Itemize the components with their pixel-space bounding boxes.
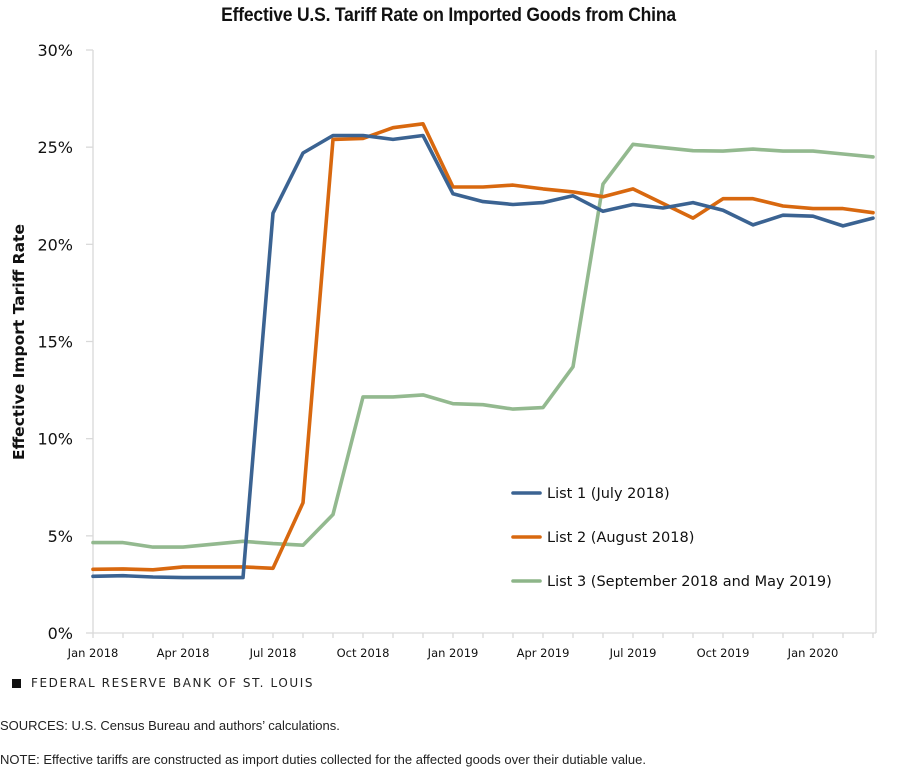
- series-line-list-3: [91, 142, 875, 549]
- x-tick-labels: Jan 2018 Apr 2018 Jul 2018 Oct 2018 Jan 2019…: [67, 646, 839, 660]
- brand-name: FEDERAL RESERVE BANK OF ST. LOUIS: [31, 676, 315, 690]
- chart-title: Effective U.S. Tariff Rate on Imported G…: [221, 5, 676, 26]
- y-tick-label: 10%: [37, 430, 73, 449]
- legend-label-list-3: List 3 (September 2018 and May 2019): [547, 574, 832, 590]
- brand-footer: FEDERAL RESERVE BANK OF ST. LOUIS: [12, 676, 314, 690]
- brand-square-icon: [12, 678, 21, 688]
- y-tick-labels: 0% 5% 10% 15% 20% 25% 30%: [37, 41, 73, 643]
- x-tick-label: Jan 2018: [67, 646, 119, 660]
- series-line-list-2: [91, 122, 875, 572]
- y-tick-label: 25%: [37, 138, 73, 157]
- line-chart: 0% 5% 10% 15% 20% 25% 30% Jan 2018 Apr 2018 Jul …: [10, 41, 877, 660]
- sources-note: SOURCES: U.S. Census Bureau and authors’…: [0, 718, 340, 733]
- series-line-list-1: [91, 133, 875, 580]
- x-tick-label: Apr 2019: [517, 646, 570, 660]
- legend: List 1 (July 2018) List 2 (August 2018) Li…: [511, 486, 832, 590]
- x-tick-label: Jan 2020: [787, 646, 839, 660]
- y-tick-label: 20%: [37, 235, 73, 254]
- x-tick-label: Jul 2018: [249, 646, 297, 660]
- y-tick-label: 15%: [37, 333, 73, 352]
- x-tick-label: Jul 2019: [609, 646, 657, 660]
- methodology-note: NOTE: Effective tariffs are constructed …: [0, 752, 647, 767]
- x-tick-label: Oct 2019: [697, 646, 750, 660]
- y-tick-label: 0%: [48, 624, 73, 643]
- x-tick-label: Oct 2018: [337, 646, 390, 660]
- x-tick-label: Apr 2018: [157, 646, 210, 660]
- x-tick-label: Jan 2019: [427, 646, 479, 660]
- legend-label-list-2: List 2 (August 2018): [547, 530, 694, 546]
- axes: [86, 49, 877, 638]
- legend-label-list-1: List 1 (July 2018): [547, 486, 670, 502]
- y-axis-label: Effective Import Tariff Rate: [10, 224, 28, 460]
- y-tick-label: 5%: [48, 527, 73, 546]
- y-tick-label: 30%: [37, 41, 73, 60]
- series-layer: [91, 122, 875, 580]
